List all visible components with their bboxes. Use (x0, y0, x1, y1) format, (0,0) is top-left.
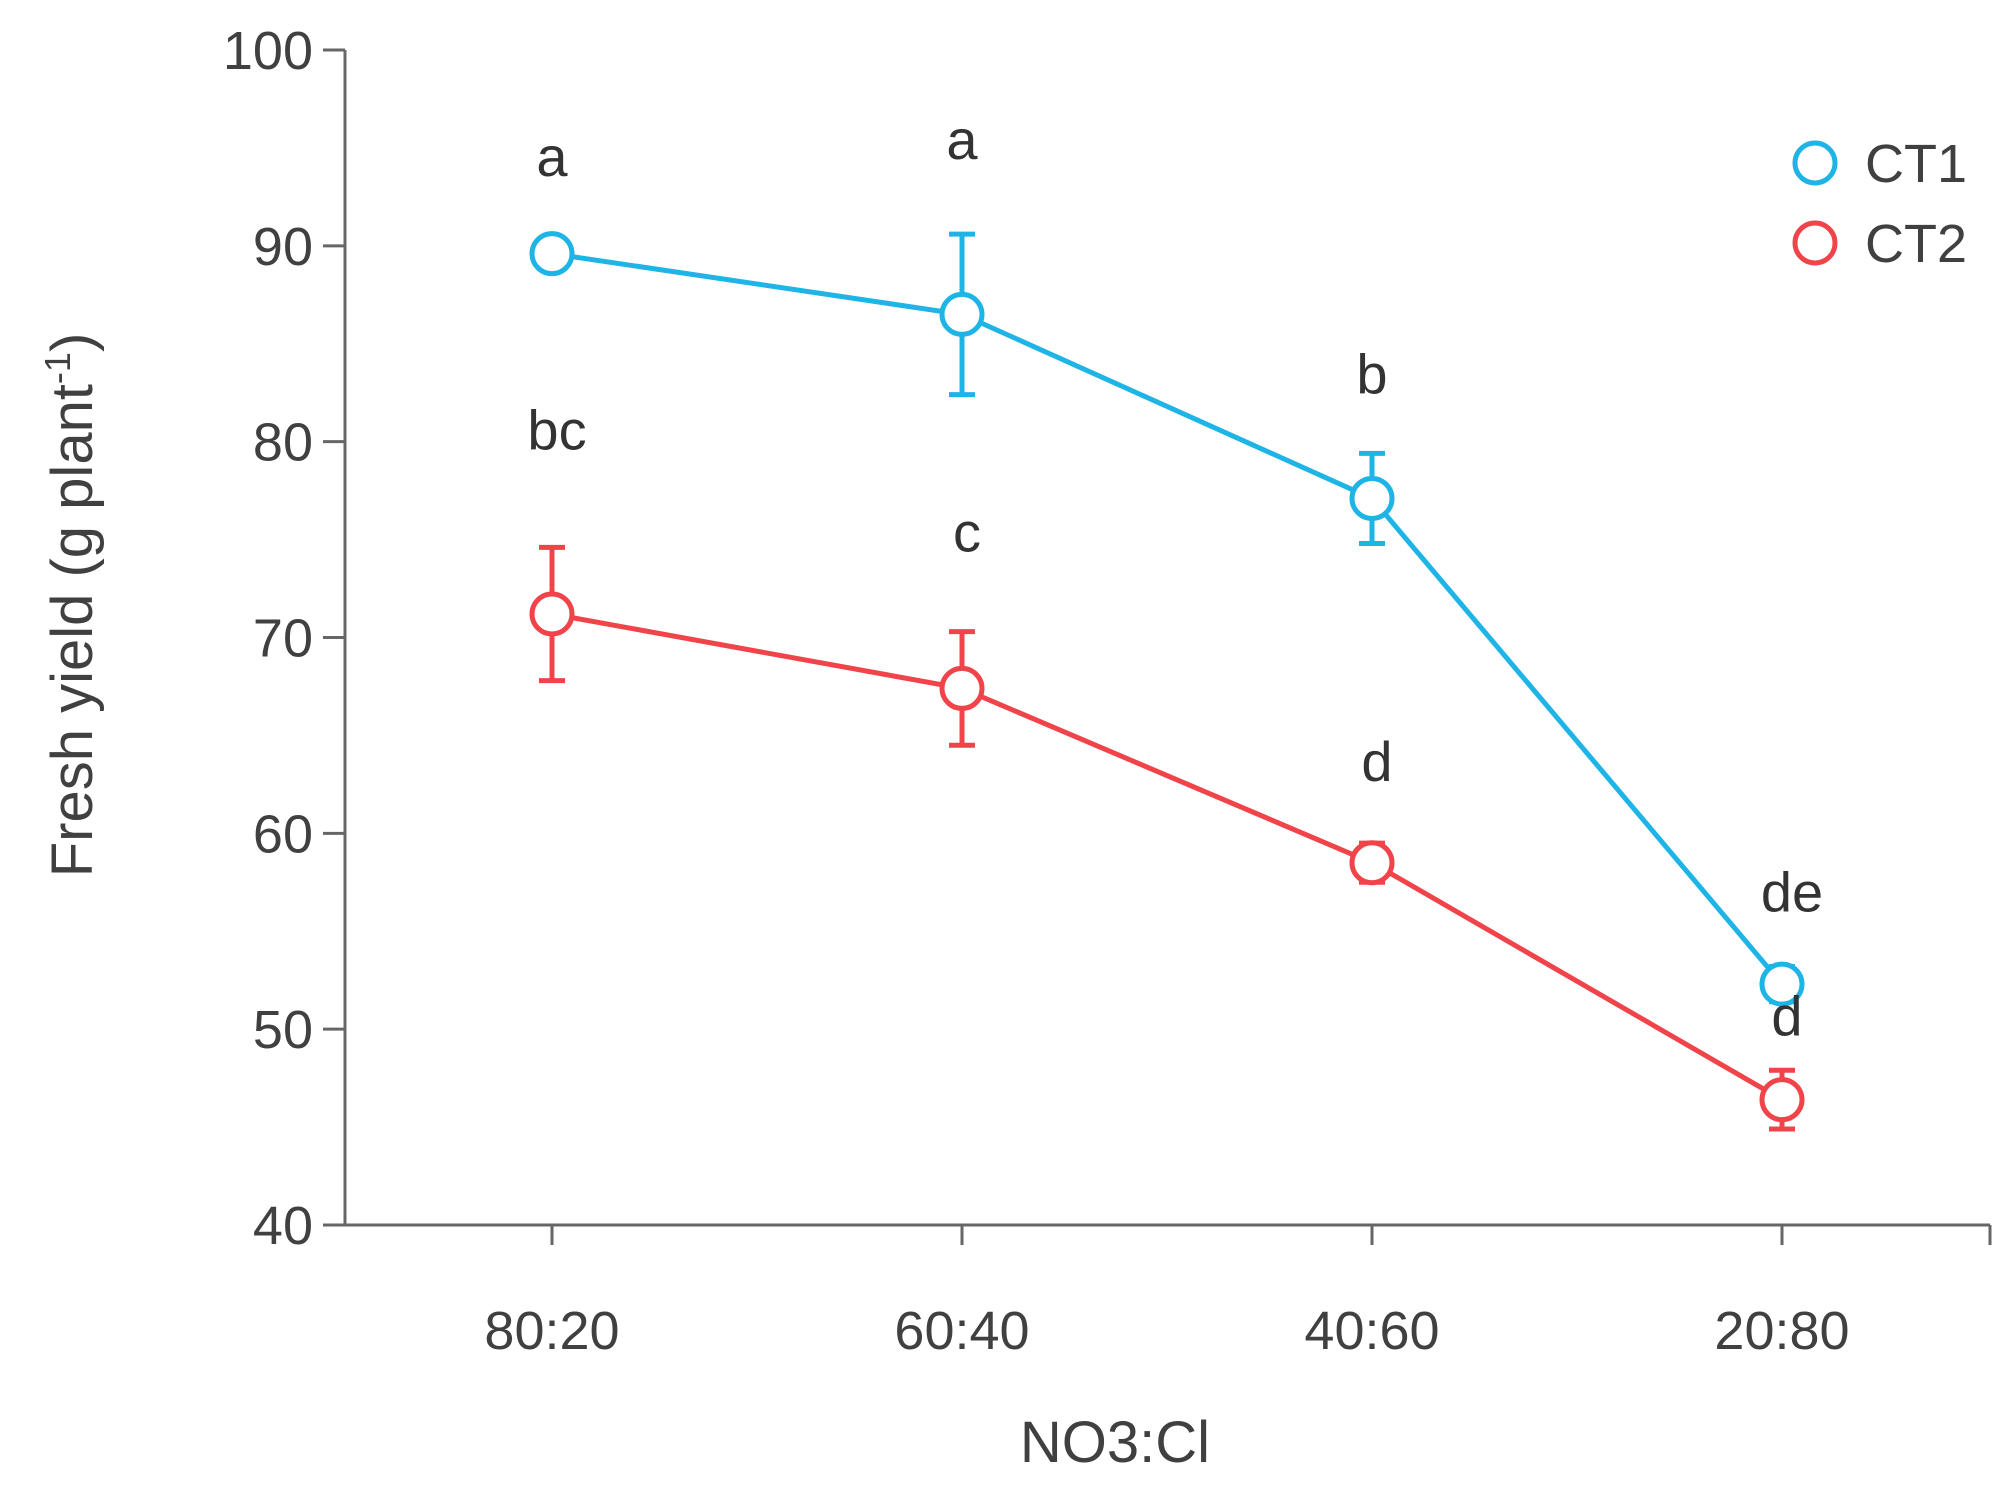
x-axis-ticks: 80:20 60:40 40:60 20:80 (484, 1225, 1992, 1361)
y-axis-ticks: 40 50 60 70 80 90 100 (223, 21, 345, 1256)
significance-label: bc (527, 398, 586, 461)
data-point (529, 231, 575, 277)
significance-label: c (953, 501, 981, 564)
x-axis-title: NO3:Cl (1020, 1410, 1210, 1475)
significance-label: a (946, 108, 978, 171)
significance-label: de (1761, 861, 1823, 924)
significance-label: d (1771, 984, 1802, 1047)
axes (343, 50, 1990, 1227)
x-tick-label: 20:80 (1714, 1301, 1849, 1361)
series-ct2: bc c d d (527, 398, 1805, 1132)
series-line (551, 611, 1784, 1102)
significance-label: d (1361, 730, 1392, 793)
x-tick-label: 40:60 (1304, 1301, 1439, 1361)
data-point (939, 665, 985, 711)
x-tick-label: 60:40 (894, 1301, 1029, 1361)
y-tick-label: 60 (253, 804, 313, 864)
y-tick-label: 70 (253, 609, 313, 669)
series-ct1: a a b de (529, 108, 1823, 1007)
y-tick-label: 40 (253, 1196, 313, 1256)
y-axis-title-main: Fresh yield (g plant (40, 384, 105, 877)
legend-marker (1792, 220, 1838, 266)
y-tick-label: 50 (253, 1000, 313, 1060)
data-point (939, 291, 985, 337)
series-line (551, 251, 1784, 986)
legend-label: CT1 (1865, 134, 1967, 194)
data-point (1759, 961, 1805, 1007)
series-layer: a a b de bc c d d (527, 108, 1823, 1132)
data-point (1349, 840, 1395, 886)
y-axis-title: Fresh yield (g plant-1) (37, 333, 105, 878)
legend-item-ct1: CT1 (1792, 134, 1967, 194)
x-tick-label: 80:20 (484, 1301, 619, 1361)
legend-label: CT2 (1865, 214, 1967, 274)
data-point (1349, 475, 1395, 521)
y-axis-title-suffix: ) (40, 333, 105, 352)
legend-item-ct2: CT2 (1792, 214, 1967, 274)
y-tick-label: 100 (223, 21, 313, 81)
y-tick-label: 90 (253, 217, 313, 277)
data-point (1759, 1077, 1805, 1123)
y-tick-label: 80 (253, 413, 313, 473)
legend-marker (1792, 140, 1838, 186)
data-point (529, 591, 575, 637)
y-axis-title-superscript: -1 (37, 352, 78, 384)
significance-label: a (536, 125, 568, 188)
significance-label: b (1356, 342, 1387, 405)
